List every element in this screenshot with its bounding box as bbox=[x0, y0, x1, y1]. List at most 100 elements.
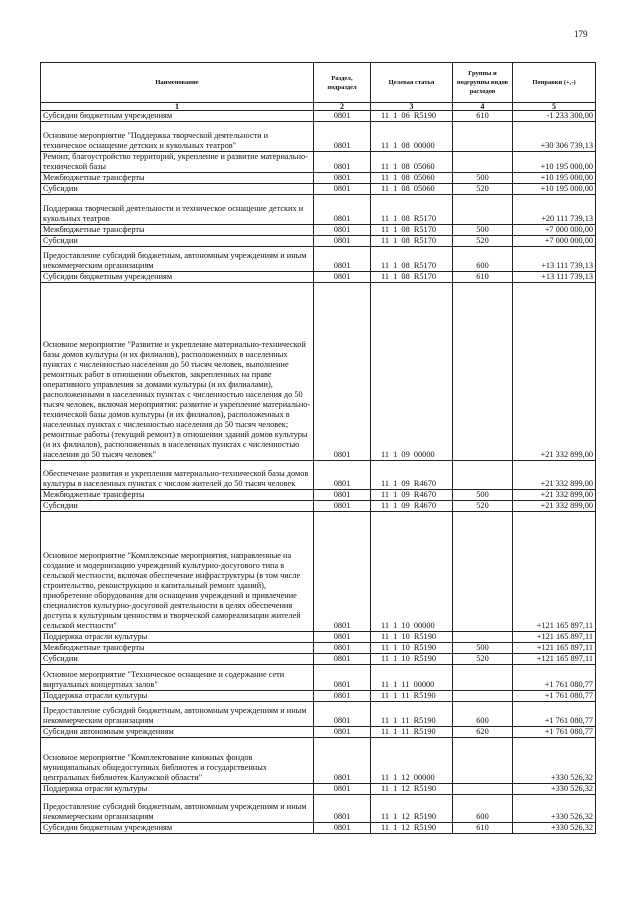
table-row: Предоставление субсидий бюджетным, автон… bbox=[40, 246, 596, 272]
row-target-article: 11 1 08 R5170 bbox=[370, 224, 453, 236]
row-amount: +121 165 897,11 bbox=[512, 631, 596, 643]
table-row: Межбюджетные трансферты 0801 11 1 08 05060… bbox=[40, 172, 596, 184]
table-row: Межбюджетные трансферты 0801 11 1 10 R5190… bbox=[40, 642, 596, 654]
row-amount: +21 332 899,00 bbox=[512, 282, 596, 461]
row-target-article: 11 1 09 00000 bbox=[370, 282, 453, 461]
row-section: 0801 bbox=[313, 822, 371, 834]
header-amount: Поправки (+,-) bbox=[512, 62, 596, 103]
header-group: Группы и подгруппы видов расходов bbox=[452, 62, 513, 103]
row-name: Основное мероприятие "Развитие и укрепле… bbox=[40, 282, 314, 461]
row-amount: +330 526,32 bbox=[512, 737, 596, 784]
row-expense-group bbox=[452, 783, 513, 795]
row-section: 0801 bbox=[313, 246, 371, 272]
row-section: 0801 bbox=[313, 151, 371, 173]
row-name: Основное мероприятие "Поддержка творческ… bbox=[40, 121, 314, 152]
row-section: 0801 bbox=[313, 664, 371, 691]
row-amount: +21 332 899,00 bbox=[512, 489, 596, 501]
table-row: Поддержка творческой деятельности и техн… bbox=[40, 194, 596, 225]
row-name: Субсидии bbox=[40, 653, 314, 665]
row-amount: +330 526,32 bbox=[512, 794, 596, 823]
row-amount: +1 761 080,77 bbox=[512, 664, 596, 691]
row-expense-group: 610 bbox=[452, 110, 513, 122]
row-expense-group: 600 bbox=[452, 246, 513, 272]
row-section: 0801 bbox=[313, 726, 371, 738]
row-expense-group: 520 bbox=[452, 183, 513, 195]
table-row: Предоставление субсидий бюджетным, автон… bbox=[40, 701, 596, 727]
header-section: Раздел, подраздел bbox=[313, 62, 371, 103]
column-number: 1 bbox=[40, 102, 314, 111]
row-name: Поддержка творческой деятельности и техн… bbox=[40, 194, 314, 225]
row-section: 0801 bbox=[313, 183, 371, 195]
row-target-article: 11 1 08 R5170 bbox=[370, 271, 453, 283]
row-name: Межбюджетные трансферты bbox=[40, 172, 314, 184]
row-section: 0801 bbox=[313, 690, 371, 702]
row-target-article: 11 1 08 R5170 bbox=[370, 235, 453, 247]
row-amount: +30 306 739,13 bbox=[512, 121, 596, 152]
row-expense-group: 520 bbox=[452, 235, 513, 247]
row-name: Поддержка отрасли культуры bbox=[40, 690, 314, 702]
row-expense-group: 610 bbox=[452, 271, 513, 283]
row-name: Субсидии бюджетным учреждениям bbox=[40, 271, 314, 283]
table-row: Обеспечение развития и укрепления матери… bbox=[40, 460, 596, 490]
column-number: 2 bbox=[313, 102, 371, 111]
table-row: Субсидии 0801 11 1 08 05060 520 +10 195 000,… bbox=[40, 183, 596, 195]
row-expense-group: 500 bbox=[452, 642, 513, 654]
row-section: 0801 bbox=[313, 511, 371, 632]
row-expense-group bbox=[452, 690, 513, 702]
row-target-article: 11 1 09 R4670 bbox=[370, 500, 453, 512]
table-row: Основное мероприятие "Поддержка творческ… bbox=[40, 121, 596, 152]
row-amount: +330 526,32 bbox=[512, 783, 596, 795]
row-expense-group bbox=[452, 737, 513, 784]
row-expense-group: 520 bbox=[452, 653, 513, 665]
row-expense-group bbox=[452, 282, 513, 461]
table-row: Поддержка отрасли культуры 0801 11 1 10 R5… bbox=[40, 631, 596, 643]
row-amount: +21 332 899,00 bbox=[512, 500, 596, 512]
row-section: 0801 bbox=[313, 110, 371, 122]
row-target-article: 11 1 12 00000 bbox=[370, 737, 453, 784]
row-amount: +121 165 897,11 bbox=[512, 642, 596, 654]
row-expense-group: 610 bbox=[452, 822, 513, 834]
row-expense-group bbox=[452, 631, 513, 643]
table-row: Предоставление субсидий бюджетным, автон… bbox=[40, 794, 596, 823]
row-name: Субсидии автономным учреждениям bbox=[40, 726, 314, 738]
row-section: 0801 bbox=[313, 489, 371, 501]
row-expense-group: 620 bbox=[452, 726, 513, 738]
row-expense-group bbox=[452, 511, 513, 632]
row-amount: +121 165 897,11 bbox=[512, 653, 596, 665]
row-section: 0801 bbox=[313, 121, 371, 152]
row-amount: +1 761 080,77 bbox=[512, 701, 596, 727]
row-expense-group bbox=[452, 121, 513, 152]
row-amount: +1 761 080,77 bbox=[512, 726, 596, 738]
table-row: Основное мероприятие "Комплектование кни… bbox=[40, 737, 596, 784]
row-section: 0801 bbox=[313, 172, 371, 184]
row-target-article: 11 1 12 R5190 bbox=[370, 822, 453, 834]
row-expense-group bbox=[452, 194, 513, 225]
header-name: Наименование bbox=[40, 62, 314, 103]
table-row: Поддержка отрасли культуры 0801 11 1 12 R5… bbox=[40, 783, 596, 795]
row-name: Основное мероприятие "Техническое оснаще… bbox=[40, 664, 314, 691]
row-name: Межбюджетные трансферты bbox=[40, 642, 314, 654]
row-expense-group: 600 bbox=[452, 794, 513, 823]
row-target-article: 11 1 09 R4670 bbox=[370, 460, 453, 490]
row-target-article: 11 1 12 R5190 bbox=[370, 794, 453, 823]
row-expense-group: 520 bbox=[452, 500, 513, 512]
row-name: Межбюджетные трансферты bbox=[40, 489, 314, 501]
column-number: 5 bbox=[512, 102, 596, 111]
row-section: 0801 bbox=[313, 642, 371, 654]
row-section: 0801 bbox=[313, 224, 371, 236]
row-amount: +10 195 000,00 bbox=[512, 172, 596, 184]
page-number: 179 bbox=[574, 29, 588, 39]
row-target-article: 11 1 08 05060 bbox=[370, 151, 453, 173]
row-name: Субсидии бюджетным учреждениям bbox=[40, 110, 314, 122]
row-target-article: 11 1 10 R5190 bbox=[370, 631, 453, 643]
row-target-article: 11 1 12 R5190 bbox=[370, 783, 453, 795]
row-expense-group: 500 bbox=[452, 224, 513, 236]
row-target-article: 11 1 09 R4670 bbox=[370, 489, 453, 501]
column-number-row: 1 2 3 4 5 bbox=[40, 102, 596, 111]
row-section: 0801 bbox=[313, 271, 371, 283]
table-row: Межбюджетные трансферты 0801 11 1 09 R4670… bbox=[40, 489, 596, 501]
row-expense-group bbox=[452, 460, 513, 490]
table-row: Ремонт, благоустройство территорий, укре… bbox=[40, 151, 596, 173]
row-amount: +10 195 000,00 bbox=[512, 183, 596, 195]
table-row: Субсидии бюджетным учреждениям 0801 11 1 0… bbox=[40, 110, 596, 122]
